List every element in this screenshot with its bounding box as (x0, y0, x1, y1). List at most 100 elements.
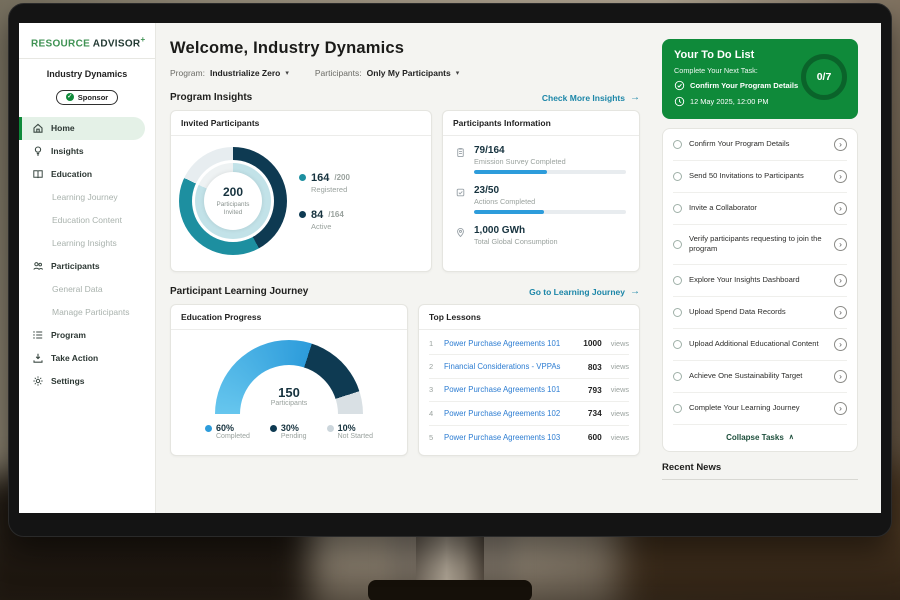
todo-item[interactable]: Verify participants requesting to join t… (673, 225, 847, 265)
learning-journey-section: Participant Learning Journey Go to Learn… (170, 286, 640, 297)
sidebar-item-learning-insights[interactable]: Learning Insights (19, 232, 155, 255)
todo-item-label: Upload Additional Educational Content (689, 338, 819, 348)
chevron-right-icon[interactable]: › (834, 273, 847, 287)
todo-item-label: Invite a Collaborator (689, 203, 757, 213)
check-more-insights-link[interactable]: Check More Insights → (542, 92, 640, 103)
home-icon (32, 122, 44, 134)
lesson-rank: 3 (429, 385, 434, 395)
invited-legend-item: 84/164 Active (299, 209, 350, 231)
chevron-right-icon[interactable]: › (834, 138, 847, 151)
lesson-link[interactable]: Financial Considerations - VPPAs (444, 362, 561, 372)
lesson-row[interactable]: 5 Power Purchase Agreements 103 600 views (429, 426, 629, 449)
lesson-link[interactable]: Power Purchase Agreements 102 (444, 408, 561, 418)
participants-information-card: Participants Information 79/164 Emission … (442, 110, 640, 272)
checkbox-circle-icon[interactable] (673, 239, 682, 249)
lesson-link[interactable]: Power Purchase Agreements 101 (444, 338, 561, 348)
info-stat: 1,000 GWh Total Global Consumption (474, 225, 627, 246)
collapse-tasks-button[interactable]: Collapse Tasks ∧ (673, 425, 847, 451)
education-card-body: 150 Participants 60% Completed 30% Pending 1… (171, 330, 407, 440)
sidebar-item-label: Program (51, 330, 86, 341)
lesson-link[interactable]: Power Purchase Agreements 101 (444, 385, 561, 395)
todo-item-label: Upload Spend Data Records (689, 306, 786, 316)
todo-item[interactable]: Explore Your Insights Dashboard › (673, 265, 847, 297)
sponsor-badge[interactable]: ✓ Sponsor (55, 89, 119, 105)
checkbox-circle-icon[interactable] (673, 403, 682, 413)
chevron-right-icon[interactable]: › (834, 337, 847, 351)
monitor-stand-base (368, 580, 532, 600)
chevron-right-icon[interactable]: › (834, 170, 847, 183)
todo-item[interactable]: Confirm Your Program Details › (673, 129, 847, 161)
chevron-right-icon[interactable]: › (834, 369, 847, 383)
progress-bar (474, 210, 626, 214)
sidebar-item-education-content[interactable]: Education Content (19, 209, 155, 232)
sidebar-item-label: Learning Journey (52, 192, 118, 203)
sidebar-item-take-action[interactable]: Take Action (19, 347, 155, 370)
lesson-row[interactable]: 3 Power Purchase Agreements 101 793 views (429, 379, 629, 403)
sidebar-item-label: Take Action (51, 353, 99, 364)
sidebar-item-insights[interactable]: Insights (19, 140, 155, 163)
sidebar-item-program[interactable]: Program (19, 324, 155, 347)
settings-icon (32, 375, 44, 387)
consumption-icon (455, 227, 466, 238)
sidebar-item-settings[interactable]: Settings (19, 370, 155, 393)
chevron-right-icon[interactable]: › (834, 305, 847, 319)
progress-bar-fill (474, 210, 544, 214)
sidebar-item-education[interactable]: Education (19, 163, 155, 186)
lesson-row[interactable]: 1 Power Purchase Agreements 101 1000 views (429, 332, 629, 356)
lesson-link[interactable]: Power Purchase Agreements 103 (444, 432, 561, 442)
legend-dot-icon (326, 424, 334, 432)
go-to-learning-journey-link[interactable]: Go to Learning Journey → (529, 286, 640, 297)
sidebar-item-manage-participants[interactable]: Manage Participants (19, 301, 155, 324)
education-gauge-chart: 150 Participants (215, 340, 363, 414)
chevron-right-icon[interactable]: › (834, 237, 847, 251)
next-task-row[interactable]: Confirm Your Program Details (674, 80, 798, 91)
lesson-row[interactable]: 2 Financial Considerations - VPPAs 803 view… (429, 355, 629, 379)
todo-item[interactable]: Send 50 Invitations to Participants › (673, 161, 847, 193)
todo-item[interactable]: Achieve One Sustainability Target › (673, 361, 847, 393)
checkbox-circle-icon[interactable] (673, 275, 682, 285)
legend-label: Not Started (337, 433, 373, 440)
learning-cards-row: Education Progress 150 Participants 60% C… (170, 304, 640, 456)
lesson-rank: 1 (429, 338, 434, 348)
invited-legend-item: 164/200 Registered (299, 172, 350, 194)
todo-item[interactable]: Upload Spend Data Records › (673, 297, 847, 329)
brand-plus: + (140, 35, 146, 44)
sidebar-item-general-data[interactable]: General Data (19, 278, 155, 301)
program-filter[interactable]: Program: Industrialize Zero ▾ (170, 68, 289, 78)
chevron-right-icon[interactable]: › (834, 202, 847, 215)
legend-value: 164 (311, 171, 330, 184)
todo-item[interactable]: Invite a Collaborator › (673, 193, 847, 225)
main-content: Welcome, Industry Dynamics Program: Indu… (156, 23, 650, 513)
stat-label: Emission Survey Completed (474, 157, 566, 166)
lesson-views-suffix: views (610, 432, 629, 442)
checkbox-circle-icon[interactable] (673, 339, 682, 349)
checkbox-circle-icon[interactable] (673, 371, 682, 381)
sidebar-item-home[interactable]: Home (19, 116, 145, 140)
info-stats: 79/164 Emission Survey Completed 23/50 Acti… (443, 136, 639, 255)
checkbox-circle-icon[interactable] (673, 140, 682, 149)
card-title: Education Progress (171, 305, 407, 330)
legend-percent: 10% (337, 423, 356, 433)
donut-center-value: 200 (222, 185, 244, 200)
checkbox-circle-icon[interactable] (673, 172, 682, 181)
stat-label: Actions Completed (474, 197, 536, 206)
participants-filter[interactable]: Participants: Only My Participants ▾ (315, 68, 459, 78)
lesson-views: 734 (587, 408, 602, 419)
sidebar-item-participants[interactable]: Participants (19, 255, 155, 278)
checkbox-circle-icon[interactable] (673, 307, 682, 317)
survey-icon (455, 147, 466, 158)
todo-item-label: Achieve One Sustainability Target (689, 370, 803, 380)
todo-hero-card: Your To Do List Complete Your Next Task:… (662, 39, 858, 119)
stat-label: Total Global Consumption (474, 237, 558, 246)
chevron-down-icon: ▾ (455, 70, 460, 77)
due-date-row: 12 May 2025, 12:00 PM (674, 96, 796, 107)
chevron-right-icon[interactable]: › (834, 401, 847, 415)
sidebar: RESOURCE ADVISOR+ Industry Dynamics ✓ Sp… (19, 23, 156, 513)
todo-item[interactable]: Complete Your Learning Journey › (673, 393, 847, 425)
lesson-row[interactable]: 4 Power Purchase Agreements 102 734 views (429, 402, 629, 426)
todo-item[interactable]: Upload Additional Educational Content › (673, 329, 847, 361)
lesson-views-suffix: views (610, 408, 629, 418)
insights-cards-row: Invited Participants 200 Participants In… (170, 110, 640, 272)
sidebar-item-learning-journey[interactable]: Learning Journey (19, 186, 155, 209)
checkbox-circle-icon[interactable] (673, 204, 682, 213)
